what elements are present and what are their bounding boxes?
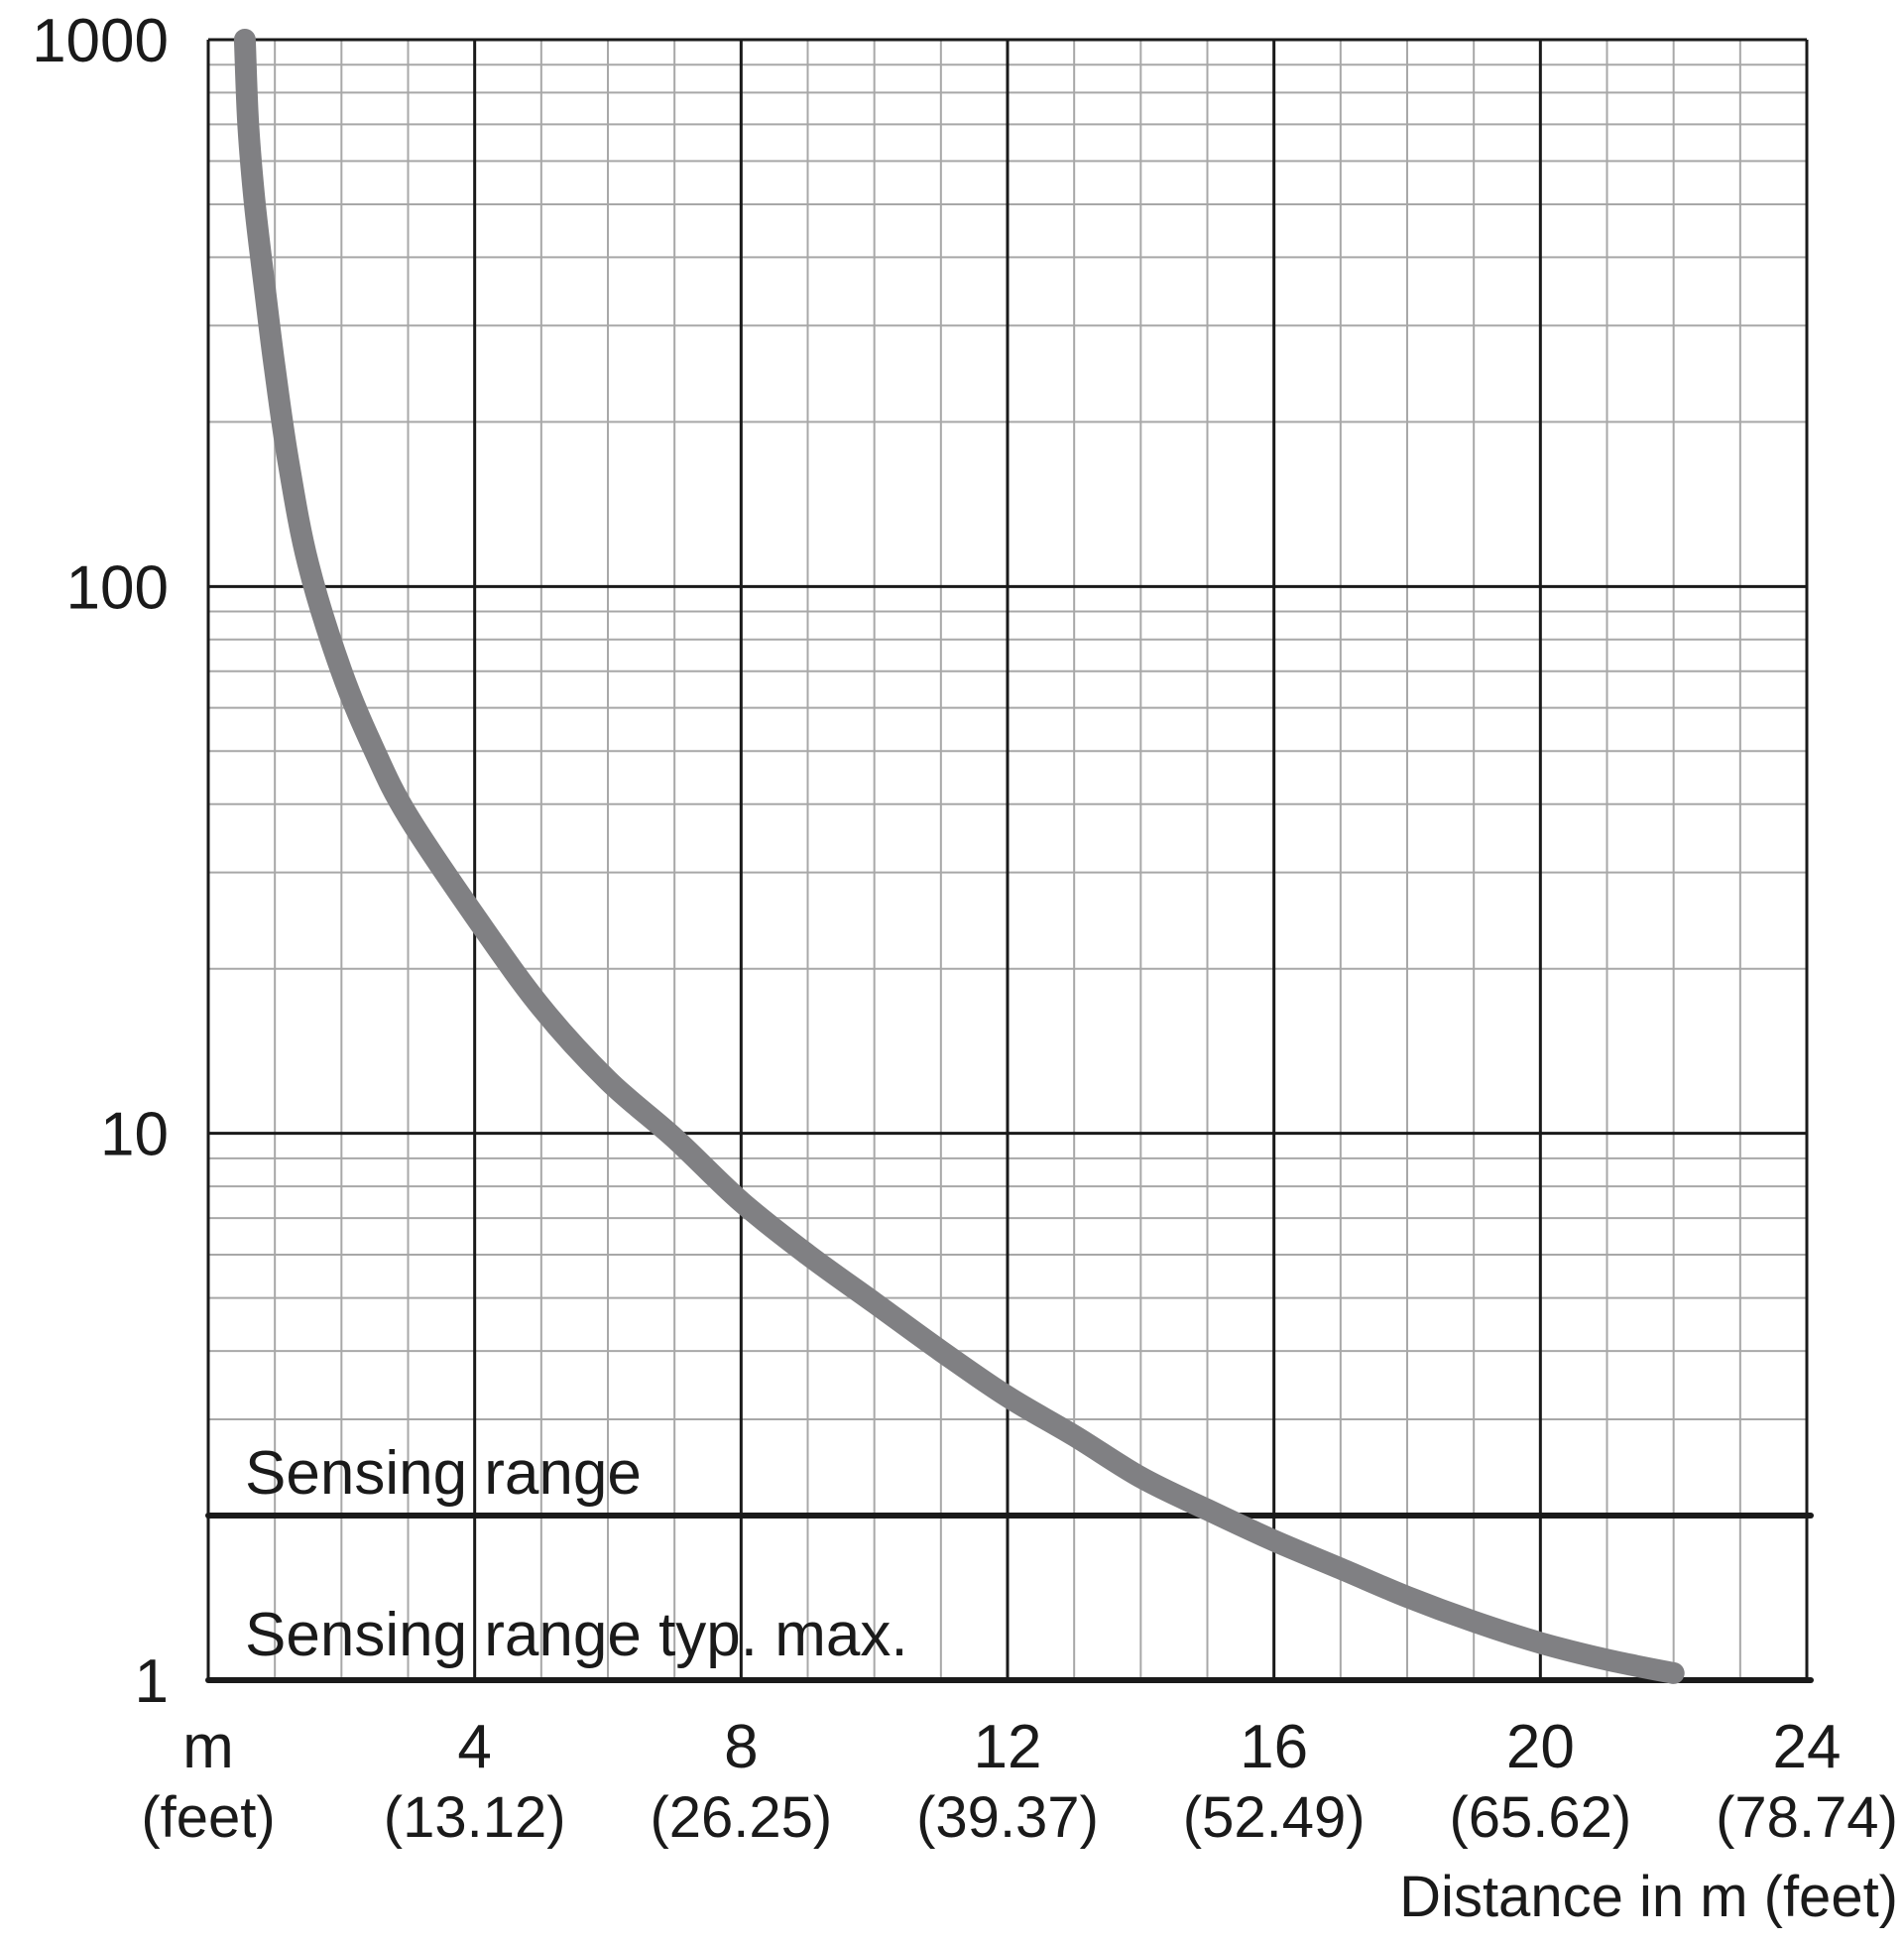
series-layer — [233, 29, 1685, 1684]
x-axis-tick-labels: m(feet) 4(13.12) 8(26.25) 12(39.37) 16(52.49… — [141, 1713, 1898, 1850]
x-tick-sublabel: (26.25) — [650, 1785, 832, 1850]
x-tick-sublabel: (78.74) — [1716, 1785, 1898, 1850]
x-tick-sublabel: (65.62) — [1449, 1785, 1631, 1850]
x-axis-title: Distance in m (feet) — [1399, 1865, 1898, 1929]
y-tick-label: 1 — [135, 1647, 169, 1716]
threshold-lines — [205, 1513, 1814, 1683]
y-tick-label: 100 — [66, 553, 169, 622]
annotation-sensing-range-typ-max: Sensing range typ. max. — [245, 1601, 908, 1669]
annotation-layer: Sensing range Sensing range typ. max. — [245, 1439, 908, 1669]
x-tick-label: m — [182, 1713, 234, 1781]
x-tick-sublabel: (52.49) — [1183, 1785, 1366, 1850]
x-tick-label: 4 — [457, 1713, 491, 1781]
annotation-sensing-range: Sensing range — [245, 1439, 642, 1508]
series-line — [233, 29, 1685, 1684]
x-tick-label: 20 — [1506, 1713, 1575, 1781]
x-tick-sublabel: (feet) — [141, 1785, 275, 1850]
y-axis-tick-labels: 1 10 100 1000 — [32, 7, 169, 1716]
x-tick-label: 8 — [724, 1713, 758, 1781]
x-tick-sublabel: (13.12) — [384, 1785, 566, 1850]
y-tick-label: 1000 — [32, 7, 169, 75]
x-tick-label: 16 — [1240, 1713, 1308, 1781]
x-tick-sublabel: (39.37) — [916, 1785, 1099, 1850]
y-tick-label: 10 — [100, 1101, 169, 1169]
x-tick-label: 12 — [974, 1713, 1042, 1781]
x-tick-label: 24 — [1773, 1713, 1842, 1781]
